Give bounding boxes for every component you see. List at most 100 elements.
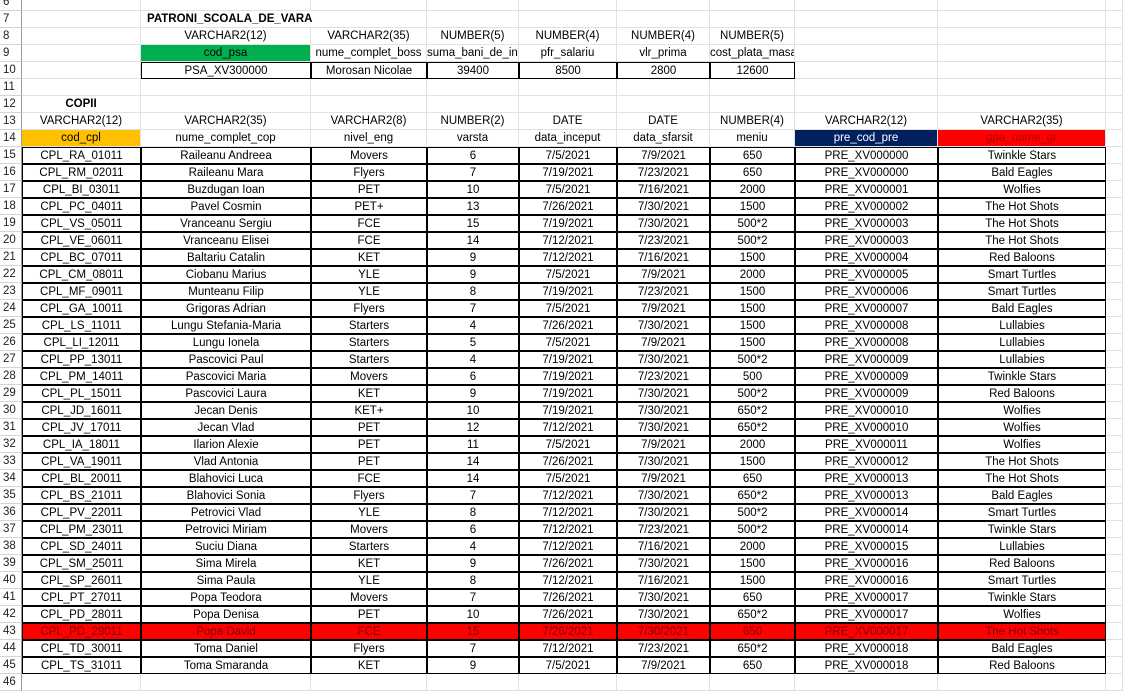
copii-data-cell[interactable]: 7/30/2021 (617, 351, 710, 368)
copii-data-cell[interactable]: Starters (311, 334, 427, 351)
cell[interactable] (1106, 317, 1123, 334)
copii-data-cell[interactable]: CPL_TS_31011 (22, 657, 141, 674)
copii-data-cell[interactable]: 8 (427, 504, 519, 521)
copii-data-cell[interactable]: Movers (311, 589, 427, 606)
copii-data-cell[interactable]: CPL_PM_14011 (22, 368, 141, 385)
copii-data-cell[interactable]: Movers (311, 368, 427, 385)
copii-data-cell[interactable]: FCE (311, 623, 427, 640)
cell[interactable] (938, 96, 1106, 113)
cell[interactable] (795, 79, 938, 96)
copii-data-cell[interactable]: Toma Daniel (141, 640, 311, 657)
copii-data-cell[interactable]: Blahovici Luca (141, 470, 311, 487)
cell[interactable] (22, 28, 141, 45)
patroni-header-cell[interactable]: pfr_salariu (519, 45, 617, 62)
copii-data-cell[interactable]: Ciobanu Marius (141, 266, 311, 283)
copii-data-cell[interactable]: PRE_XV000008 (795, 334, 938, 351)
cell[interactable] (1106, 351, 1123, 368)
copii-data-cell[interactable]: 14 (427, 232, 519, 249)
cell[interactable] (1106, 657, 1123, 674)
patroni-type-cell[interactable]: NUMBER(5) (710, 28, 795, 45)
copii-header-cell[interactable]: pre_cod_pre (795, 130, 938, 147)
copii-data-cell[interactable]: 13 (427, 198, 519, 215)
copii-data-cell[interactable]: 7/19/2021 (519, 402, 617, 419)
copii-data-cell[interactable]: 5 (427, 334, 519, 351)
copii-data-cell[interactable]: 7/9/2021 (617, 334, 710, 351)
row-header[interactable]: 15 (0, 147, 22, 164)
copii-data-cell[interactable]: KET (311, 657, 427, 674)
copii-header-cell[interactable]: data_sfarsit (617, 130, 710, 147)
copii-data-cell[interactable]: PET+ (311, 198, 427, 215)
cell[interactable] (1106, 521, 1123, 538)
row-header[interactable]: 46 (0, 674, 22, 691)
copii-data-cell[interactable]: 7/9/2021 (617, 470, 710, 487)
copii-data-cell[interactable]: Lungu Ionela (141, 334, 311, 351)
copii-data-cell[interactable]: 7/23/2021 (617, 232, 710, 249)
cell[interactable] (22, 62, 141, 79)
copii-data-cell[interactable]: 650 (710, 147, 795, 164)
copii-data-cell[interactable]: 650*2 (710, 419, 795, 436)
cell[interactable] (22, 11, 141, 28)
copii-data-cell[interactable]: CPL_JD_16011 (22, 402, 141, 419)
cell[interactable] (938, 45, 1106, 62)
copii-data-cell[interactable]: 9 (427, 657, 519, 674)
cell[interactable] (1106, 11, 1123, 28)
copii-data-cell[interactable]: CPL_VE_06011 (22, 232, 141, 249)
row-header[interactable]: 44 (0, 640, 22, 657)
copii-data-cell[interactable]: CPL_TD_30011 (22, 640, 141, 657)
copii-data-cell[interactable]: Lullabies (938, 317, 1106, 334)
cell[interactable] (795, 96, 938, 113)
copii-data-cell[interactable]: YLE (311, 504, 427, 521)
cell[interactable] (1106, 164, 1123, 181)
cell[interactable] (938, 674, 1106, 691)
copii-data-cell[interactable]: 650 (710, 470, 795, 487)
row-header[interactable]: 16 (0, 164, 22, 181)
patroni-value-cell[interactable]: 12600 (710, 62, 795, 79)
copii-data-cell[interactable]: 1500 (710, 334, 795, 351)
copii-data-cell[interactable]: PRE_XV000009 (795, 368, 938, 385)
copii-data-cell[interactable]: PRE_XV000005 (795, 266, 938, 283)
copii-data-cell[interactable]: PRE_XV000004 (795, 249, 938, 266)
cell[interactable] (795, 674, 938, 691)
cell[interactable] (141, 96, 311, 113)
copii-data-cell[interactable]: Sima Mirela (141, 555, 311, 572)
cell[interactable] (1106, 334, 1123, 351)
copii-data-cell[interactable]: 14 (427, 453, 519, 470)
copii-data-cell[interactable]: Toma Smaranda (141, 657, 311, 674)
cell[interactable] (311, 79, 427, 96)
copii-data-cell[interactable]: Smart Turtles (938, 572, 1106, 589)
copii-data-cell[interactable]: 9 (427, 266, 519, 283)
copii-data-cell[interactable]: 7/5/2021 (519, 436, 617, 453)
copii-data-cell[interactable]: 7/9/2021 (617, 300, 710, 317)
copii-data-cell[interactable]: 7 (427, 487, 519, 504)
row-header[interactable]: 35 (0, 487, 22, 504)
cell[interactable] (22, 45, 141, 62)
copii-data-cell[interactable]: CPL_SM_25011 (22, 555, 141, 572)
copii-data-cell[interactable]: Smart Turtles (938, 266, 1106, 283)
cell[interactable] (1106, 249, 1123, 266)
copii-data-cell[interactable]: 7/19/2021 (519, 368, 617, 385)
copii-data-cell[interactable]: CPL_SD_24011 (22, 538, 141, 555)
copii-data-cell[interactable]: PRE_XV000016 (795, 572, 938, 589)
cell[interactable] (795, 0, 938, 11)
copii-type-cell[interactable]: VARCHAR2(12) (795, 113, 938, 130)
row-header[interactable]: 17 (0, 181, 22, 198)
copii-data-cell[interactable]: 15 (427, 215, 519, 232)
copii-data-cell[interactable]: CPL_RM_02011 (22, 164, 141, 181)
copii-data-cell[interactable]: KET+ (311, 402, 427, 419)
copii-data-cell[interactable]: 7/16/2021 (617, 538, 710, 555)
cell[interactable] (710, 0, 795, 11)
cell[interactable] (1106, 0, 1123, 11)
copii-data-cell[interactable]: 7/26/2021 (519, 317, 617, 334)
row-header[interactable]: 22 (0, 266, 22, 283)
row-header[interactable]: 33 (0, 453, 22, 470)
copii-type-cell[interactable]: NUMBER(4) (710, 113, 795, 130)
copii-data-cell[interactable]: Jecan Vlad (141, 419, 311, 436)
copii-data-cell[interactable]: Starters (311, 317, 427, 334)
cell[interactable] (1106, 640, 1123, 657)
copii-data-cell[interactable]: CPL_VA_19011 (22, 453, 141, 470)
copii-data-cell[interactable]: Sima Paula (141, 572, 311, 589)
copii-data-cell[interactable]: CPL_VS_05011 (22, 215, 141, 232)
copii-data-cell[interactable]: 4 (427, 351, 519, 368)
copii-data-cell[interactable]: KET (311, 555, 427, 572)
copii-data-cell[interactable]: PRE_XV000014 (795, 521, 938, 538)
